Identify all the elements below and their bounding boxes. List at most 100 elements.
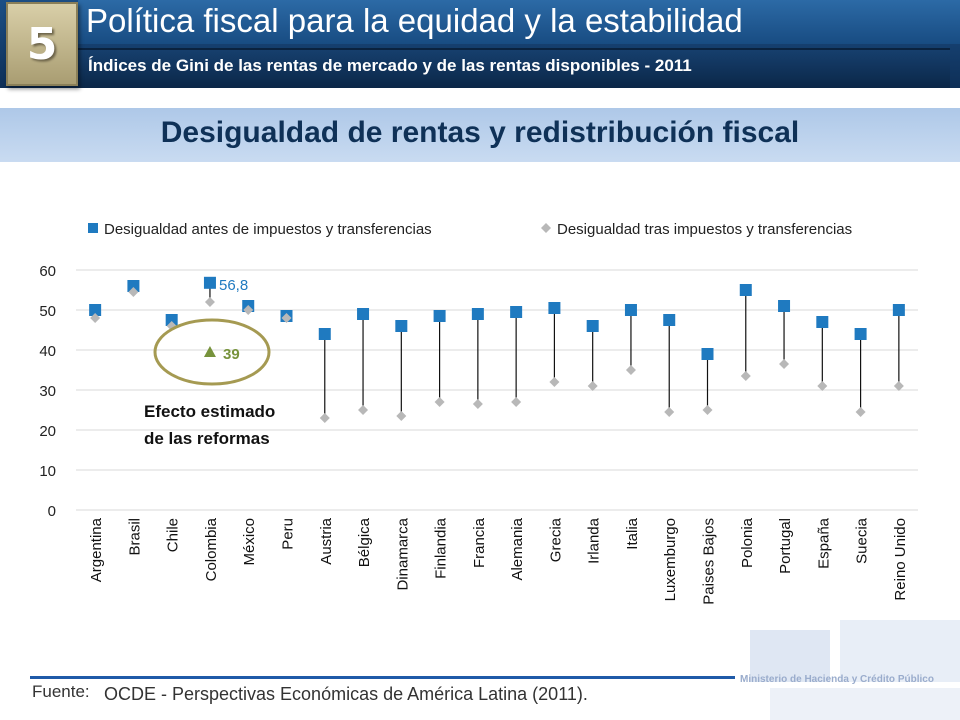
marker-before bbox=[510, 306, 523, 318]
marker-after bbox=[243, 305, 254, 315]
marker-before bbox=[433, 310, 446, 322]
x-tick-label: Finlandia bbox=[433, 517, 450, 579]
marker-before bbox=[471, 308, 484, 320]
x-tick-label: Polonia bbox=[739, 517, 756, 568]
x-tick-label: Peru bbox=[280, 518, 297, 550]
x-axis-labels: Argentina Brasil Chile Colombia México Peru Au… bbox=[88, 517, 909, 604]
x-tick-label: Italia bbox=[624, 517, 641, 549]
x-tick-label: Grecia bbox=[547, 517, 564, 562]
x-tick-label: Luxemburgo bbox=[662, 518, 679, 601]
y-tick-label: 40 bbox=[39, 343, 56, 360]
legend-label-after: Desigualdad tras impuestos y transferenc… bbox=[557, 221, 852, 238]
header-subtitle-band bbox=[78, 48, 950, 88]
marker-before bbox=[663, 314, 676, 326]
footer-source-text: OCDE - Perspectivas Económicas de Améric… bbox=[104, 684, 588, 704]
marker-before bbox=[586, 320, 599, 332]
x-tick-label: Bélgica bbox=[356, 517, 373, 567]
reform-value-label: 39 bbox=[223, 346, 240, 363]
y-tick-label: 0 bbox=[48, 503, 56, 520]
marker-before bbox=[165, 314, 178, 326]
footer-rule bbox=[30, 676, 735, 679]
x-tick-label: Francia bbox=[471, 517, 488, 568]
ministry-name: Ministerio de Hacienda y Crédito Público bbox=[740, 674, 934, 685]
banner-title: Desigualdad de rentas y redistribución f… bbox=[160, 116, 800, 149]
marker-after bbox=[281, 313, 292, 323]
chart-gridlines bbox=[76, 269, 918, 511]
marker-after bbox=[779, 359, 790, 369]
reform-text-line2: de las reformas bbox=[144, 429, 270, 448]
x-tick-label: España bbox=[815, 517, 832, 569]
gini-chart: 0 10 20 30 40 50 60 Argentina Brasil Chile Colomb… bbox=[39, 221, 918, 605]
ministry-logo-graphic bbox=[750, 620, 960, 720]
y-tick-label: 20 bbox=[39, 423, 56, 440]
reform-triangle-marker bbox=[203, 346, 216, 357]
x-tick-label: Dinamarca bbox=[394, 517, 411, 590]
y-tick-label: 60 bbox=[39, 263, 56, 280]
series-after bbox=[90, 287, 904, 423]
marker-before bbox=[203, 276, 216, 289]
legend-marker-after bbox=[541, 223, 551, 233]
marker-after bbox=[664, 407, 675, 417]
marker-before bbox=[778, 300, 791, 312]
section-number: 5 bbox=[26, 18, 58, 70]
page-title: Política fiscal para la equidad y la est… bbox=[86, 2, 743, 39]
colombia-value-label: 56,8 bbox=[219, 277, 248, 294]
x-tick-label: México bbox=[241, 518, 258, 566]
x-tick-label: Portugal bbox=[777, 518, 794, 574]
marker-before bbox=[854, 328, 867, 340]
marker-before bbox=[127, 280, 140, 292]
marker-after bbox=[90, 313, 101, 323]
chart-legend: Desigualdad antes de impuestos y transfe… bbox=[88, 221, 852, 238]
marker-before bbox=[892, 304, 905, 316]
header-title-band bbox=[78, 0, 960, 44]
marker-after bbox=[625, 365, 636, 375]
marker-before bbox=[318, 328, 331, 340]
x-tick-label: Brasil bbox=[126, 518, 143, 556]
y-tick-label: 50 bbox=[39, 303, 56, 320]
marker-before bbox=[395, 320, 408, 332]
x-tick-label: Colombia bbox=[203, 517, 220, 581]
marker-before bbox=[548, 302, 561, 314]
marker-after bbox=[358, 405, 369, 415]
marker-before bbox=[357, 308, 370, 320]
marker-after bbox=[549, 377, 560, 387]
x-tick-label: Irlanda bbox=[586, 517, 603, 564]
legend-label-before: Desigualdad antes de impuestos y transfe… bbox=[104, 221, 432, 238]
marker-before bbox=[701, 348, 714, 360]
marker-after bbox=[511, 397, 522, 407]
marker-before bbox=[624, 304, 637, 316]
marker-after bbox=[396, 411, 407, 421]
marker-before bbox=[739, 284, 752, 296]
marker-after bbox=[855, 407, 866, 417]
marker-after bbox=[893, 381, 904, 391]
marker-after bbox=[587, 381, 598, 391]
marker-before bbox=[89, 304, 102, 316]
x-tick-label: Paises Bajos bbox=[701, 518, 718, 605]
series-before bbox=[89, 276, 905, 360]
y-axis: 0 10 20 30 40 50 60 bbox=[39, 263, 56, 520]
x-tick-label: Chile bbox=[165, 518, 182, 552]
marker-after bbox=[434, 397, 445, 407]
page-subtitle: Índices de Gini de las rentas de mercado… bbox=[88, 56, 692, 75]
x-tick-label: Argentina bbox=[88, 517, 105, 582]
section-number-badge: 5 bbox=[6, 2, 78, 86]
chart-connectors bbox=[94, 282, 900, 418]
marker-before bbox=[816, 316, 829, 328]
reform-annotation: 39 Efecto estimado de las reformas 56,8 bbox=[144, 277, 275, 448]
marker-after bbox=[319, 413, 330, 423]
marker-after bbox=[472, 399, 483, 409]
y-tick-label: 30 bbox=[39, 383, 56, 400]
marker-after bbox=[204, 297, 215, 307]
marker-after bbox=[817, 381, 828, 391]
legend-marker-before bbox=[88, 223, 98, 233]
y-tick-label: 10 bbox=[39, 463, 56, 480]
footer-source-label: Fuente: bbox=[32, 682, 90, 701]
reform-text-line1: Efecto estimado bbox=[144, 402, 275, 421]
x-tick-label: Suecia bbox=[854, 517, 871, 564]
reform-ellipse bbox=[153, 318, 271, 386]
section-banner bbox=[0, 108, 960, 162]
x-tick-label: Austria bbox=[318, 517, 335, 564]
marker-after bbox=[128, 287, 139, 297]
marker-after bbox=[702, 405, 713, 415]
marker-after bbox=[740, 371, 751, 381]
